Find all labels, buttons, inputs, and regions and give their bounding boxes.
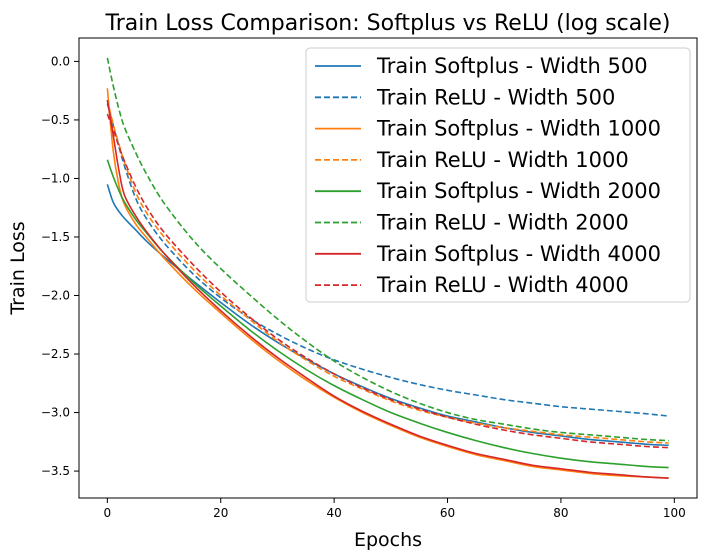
x-axis-ticks: 0 20 40 60 80 100 [104, 498, 686, 520]
series-line-train-relu-width-1000 [106, 99, 669, 444]
y-tick-label: −3.5 [41, 464, 70, 478]
y-tick-label: 0.0 [51, 54, 70, 68]
y-tick-label: −1.0 [41, 171, 70, 185]
y-tick-label: −1.5 [41, 230, 70, 244]
y-axis-label: Train Loss [7, 221, 29, 315]
series-line-train-relu-width-2000 [106, 57, 669, 442]
x-tick-label: 100 [663, 506, 686, 520]
series-line-train-softplus-width-1000 [106, 88, 669, 479]
legend-box [305, 47, 691, 303]
series-line-train-relu-width-4000 [106, 113, 669, 449]
legend-entry: Train Softplus - Width 500 [376, 54, 648, 78]
legend: Train Softplus - Width 500 Train ReLU - W… [305, 47, 691, 303]
series-line-train-relu-width-500 [106, 103, 669, 417]
series-line-train-softplus-width-4000 [106, 99, 669, 479]
x-tick-label: 60 [440, 506, 455, 520]
legend-entry: Train ReLU - Width 500 [376, 85, 615, 109]
series-line-train-softplus-width-2000 [106, 159, 669, 469]
y-tick-label: −3.0 [41, 406, 70, 420]
y-tick-label: −2.5 [41, 347, 70, 361]
x-tick-label: 40 [326, 506, 341, 520]
plot-frame [78, 37, 698, 499]
y-tick-label: −0.5 [41, 113, 70, 127]
x-tick-label: 20 [213, 506, 228, 520]
x-tick-label: 80 [553, 506, 568, 520]
x-axis-label: Epochs [354, 529, 422, 551]
legend-entry: Train ReLU - Width 2000 [376, 211, 629, 235]
legend-entry: Train ReLU - Width 1000 [376, 148, 629, 172]
legend-entry: Train Softplus - Width 1000 [376, 117, 661, 141]
legend-entry: Train Softplus - Width 2000 [376, 179, 661, 203]
legend-entry: Train Softplus - Width 4000 [376, 242, 661, 266]
chart-title: Train Loss Comparison: Softplus vs ReLU … [105, 11, 671, 36]
legend-entry: Train ReLU - Width 4000 [376, 273, 629, 297]
x-tick-label: 0 [104, 506, 112, 520]
series-group [106, 57, 669, 479]
y-axis-ticks: 0.0 −0.5 −1.0 −1.5 −2.0 −2.5 −3.0 −3.5 [41, 54, 79, 478]
y-tick-label: −2.0 [41, 289, 70, 303]
